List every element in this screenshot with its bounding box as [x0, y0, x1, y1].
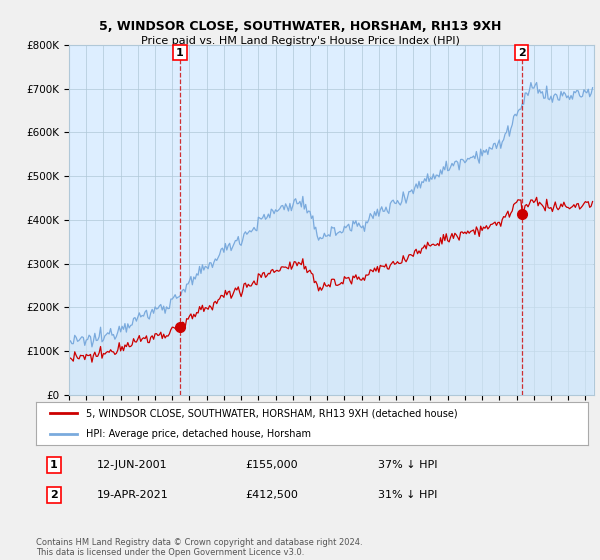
Text: HPI: Average price, detached house, Horsham: HPI: Average price, detached house, Hors… [86, 430, 311, 439]
Text: £412,500: £412,500 [246, 490, 299, 500]
Text: Contains HM Land Registry data © Crown copyright and database right 2024.
This d: Contains HM Land Registry data © Crown c… [36, 538, 362, 557]
Text: 19-APR-2021: 19-APR-2021 [97, 490, 169, 500]
Text: 1: 1 [50, 460, 58, 470]
Text: 31% ↓ HPI: 31% ↓ HPI [378, 490, 437, 500]
Text: Price paid vs. HM Land Registry's House Price Index (HPI): Price paid vs. HM Land Registry's House … [140, 36, 460, 46]
Text: 5, WINDSOR CLOSE, SOUTHWATER, HORSHAM, RH13 9XH: 5, WINDSOR CLOSE, SOUTHWATER, HORSHAM, R… [99, 20, 501, 32]
Text: 2: 2 [50, 490, 58, 500]
Text: 2: 2 [518, 48, 526, 58]
Text: 37% ↓ HPI: 37% ↓ HPI [378, 460, 438, 470]
Text: 5, WINDSOR CLOSE, SOUTHWATER, HORSHAM, RH13 9XH (detached house): 5, WINDSOR CLOSE, SOUTHWATER, HORSHAM, R… [86, 408, 457, 418]
Text: 12-JUN-2001: 12-JUN-2001 [97, 460, 167, 470]
Text: 1: 1 [176, 48, 184, 58]
Text: £155,000: £155,000 [246, 460, 298, 470]
